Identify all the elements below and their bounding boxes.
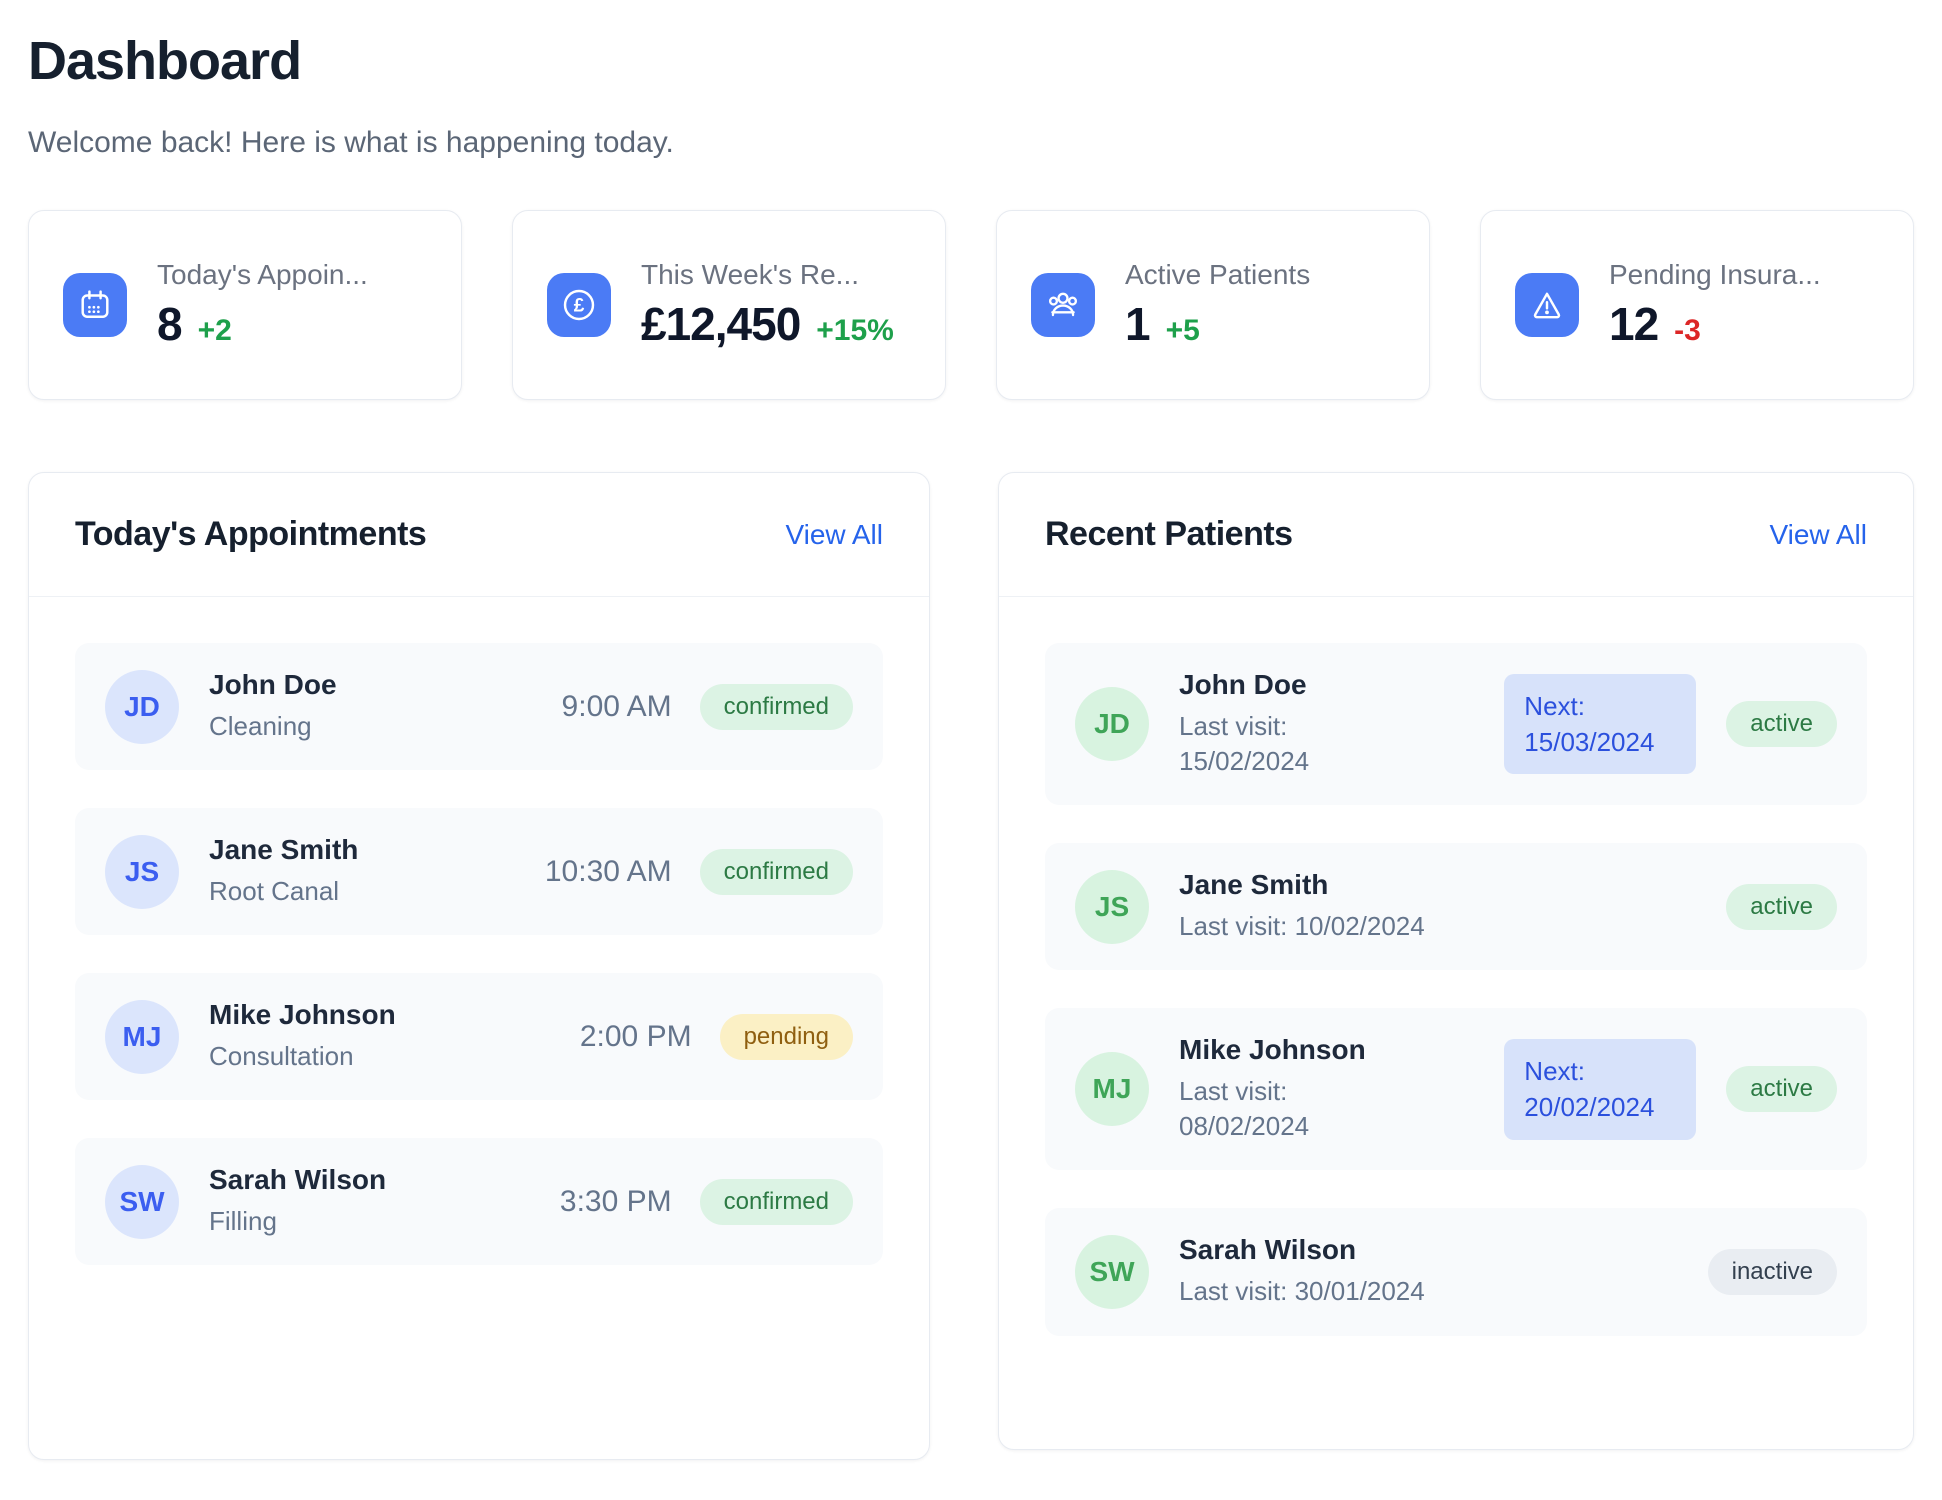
- patient-row[interactable]: SW Sarah Wilson Last visit: 30/01/2024 i…: [1045, 1208, 1867, 1336]
- status-badge: confirmed: [699, 683, 853, 730]
- calendar-icon: [63, 273, 127, 337]
- stat-card-active-patients: Active Patients 1 +5: [996, 210, 1430, 400]
- next-appointment-badge: Next: 15/03/2024: [1504, 673, 1697, 775]
- stat-label: Pending Insura...: [1609, 259, 1821, 290]
- avatar: JS: [1075, 869, 1149, 944]
- patient-name: Sarah Wilson: [1179, 1234, 1357, 1266]
- stat-label: This Week's Re...: [641, 259, 859, 290]
- patient-name: John Doe: [1179, 669, 1307, 700]
- procedure: Filling: [209, 1206, 277, 1237]
- status-badge: active: [1726, 883, 1837, 930]
- status-badge: confirmed: [699, 1178, 853, 1225]
- recent-patients-panel: Recent Patients View All JD John Doe Las…: [998, 472, 1914, 1450]
- stat-card-pending-insurance: Pending Insura... 12 -3: [1480, 210, 1914, 400]
- status-badge: confirmed: [699, 848, 853, 895]
- next-appointment-badge: Next: 20/02/2024: [1504, 1038, 1697, 1140]
- warning-icon: [1515, 273, 1579, 337]
- stat-trend: -3: [1674, 314, 1701, 347]
- avatar: SW: [1075, 1235, 1149, 1310]
- last-visit: Last visit: 15/02/2024: [1179, 711, 1310, 777]
- appointment-time: 10:30 AM: [544, 854, 672, 888]
- page-subtitle: Welcome back! Here is what is happening …: [28, 126, 674, 159]
- stat-card-weekly-revenue: £ This Week's Re... £12,450 +15%: [512, 210, 946, 400]
- appointment-time: 3:30 PM: [559, 1184, 672, 1218]
- patient-name: John Doe: [209, 669, 337, 700]
- recent-patients-panel-title: Recent Patients: [1045, 515, 1293, 553]
- stat-label: Active Patients: [1125, 259, 1311, 290]
- pound-icon: £: [547, 273, 611, 337]
- stat-card-todays-appointments: Today's Appoin... 8 +2: [28, 210, 462, 400]
- status-badge: active: [1726, 701, 1837, 748]
- stat-value: 8: [157, 298, 183, 350]
- avatar: MJ: [1075, 1052, 1149, 1127]
- patient-row[interactable]: JS Jane Smith Last visit: 10/02/2024 act…: [1045, 843, 1867, 971]
- stat-label: Today's Appoin...: [157, 259, 368, 290]
- last-visit: Last visit: 10/02/2024: [1179, 911, 1425, 942]
- stats-row: Today's Appoin... 8 +2 £ This Week's Re.…: [28, 210, 1914, 400]
- page-title: Dashboard: [28, 31, 302, 91]
- avatar: JD: [1075, 687, 1149, 762]
- users-icon: [1031, 273, 1095, 337]
- stat-trend: +5: [1165, 314, 1200, 347]
- patient-name: Sarah Wilson: [209, 1164, 387, 1196]
- stat-value: £12,450: [641, 298, 801, 350]
- appointment-row[interactable]: JS Jane Smith Root Canal 10:30 AM confir…: [75, 808, 883, 936]
- patient-name: Mike Johnson: [209, 999, 396, 1031]
- patient-name: Mike Johnson: [1179, 1034, 1366, 1066]
- procedure: Consultation: [209, 1041, 354, 1072]
- status-badge: inactive: [1707, 1249, 1837, 1296]
- patient-name: Jane Smith: [209, 834, 359, 866]
- stat-value: 1: [1125, 298, 1151, 350]
- stat-trend: +2: [197, 314, 232, 347]
- procedure: Cleaning: [209, 711, 312, 741]
- avatar: JS: [105, 834, 179, 909]
- stat-value: 12: [1609, 298, 1659, 350]
- appointment-row[interactable]: JD John Doe Cleaning 9:00 AM confirmed: [75, 643, 883, 771]
- patient-row[interactable]: MJ Mike Johnson Last visit: 08/02/2024 N…: [1045, 1008, 1867, 1171]
- status-badge: active: [1726, 1066, 1837, 1113]
- last-visit: Last visit: 08/02/2024: [1179, 1076, 1310, 1142]
- appointment-row[interactable]: SW Sarah Wilson Filling 3:30 PM confirme…: [75, 1138, 883, 1266]
- appointment-time: 9:00 AM: [561, 689, 672, 723]
- svg-text:£: £: [574, 296, 585, 317]
- patient-name: Jane Smith: [1179, 869, 1329, 901]
- patients-view-all-link[interactable]: View All: [1769, 518, 1867, 550]
- avatar: MJ: [105, 999, 179, 1074]
- status-badge: pending: [719, 1013, 853, 1060]
- patient-row[interactable]: JD John Doe Last visit: 15/02/2024 Next:…: [1045, 643, 1867, 806]
- appointments-panel-title: Today's Appointments: [75, 515, 427, 553]
- appointments-panel: Today's Appointments View All JD John Do…: [28, 472, 930, 1460]
- stat-trend: +15%: [816, 314, 894, 347]
- avatar: SW: [105, 1164, 179, 1239]
- avatar: JD: [105, 669, 179, 744]
- procedure: Root Canal: [209, 876, 340, 907]
- appointments-view-all-link[interactable]: View All: [785, 518, 883, 550]
- last-visit: Last visit: 30/01/2024: [1179, 1276, 1425, 1307]
- appointment-time: 2:00 PM: [579, 1019, 692, 1053]
- appointment-row[interactable]: MJ Mike Johnson Consultation 2:00 PM pen…: [75, 973, 883, 1101]
